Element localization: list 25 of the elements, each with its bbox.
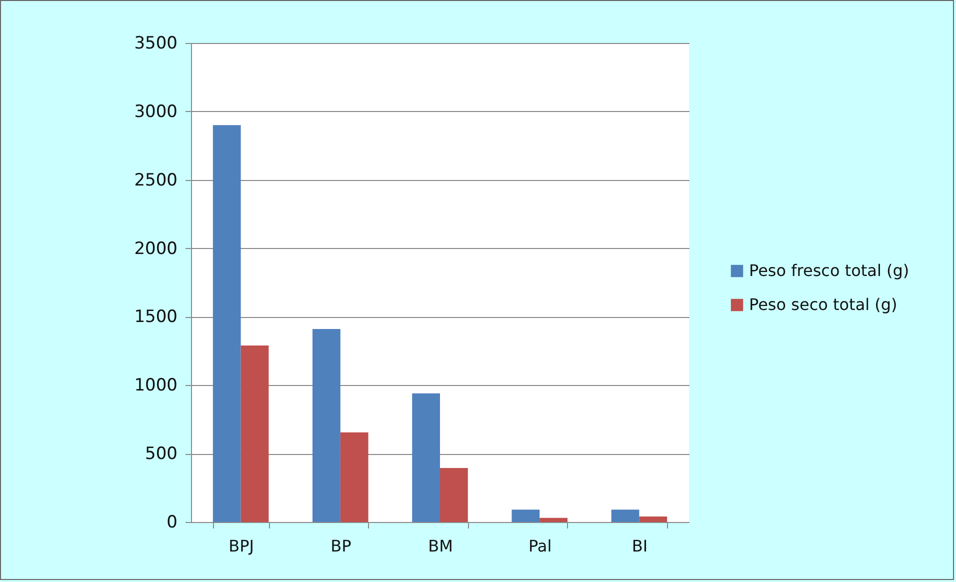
bar	[312, 329, 340, 522]
bar	[611, 510, 640, 522]
y-tick-label: 1500	[134, 307, 178, 328]
x-tick-label: BI	[632, 536, 648, 556]
bar	[540, 518, 568, 522]
x-tick-label: Pal	[528, 536, 552, 556]
legend-label: Peso fresco total (g)	[749, 261, 910, 280]
bar	[412, 393, 440, 522]
y-tick-label: 2000	[134, 238, 178, 259]
x-tick-label: BPJ	[228, 536, 254, 556]
legend-label: Peso seco total (g)	[749, 295, 898, 314]
x-tick-label: BP	[330, 536, 352, 556]
bar	[212, 125, 241, 522]
y-tick-label: 500	[145, 444, 178, 464]
y-tick-label: 0	[166, 512, 178, 532]
bar	[440, 468, 468, 522]
y-tick-label: 3000	[134, 102, 178, 122]
y-tick-label: 1000	[134, 376, 178, 396]
y-tick-label: 2500	[134, 170, 178, 190]
bar	[240, 345, 269, 522]
bar	[512, 510, 540, 522]
bar	[639, 516, 668, 522]
x-tick-label: BM	[428, 536, 453, 556]
bar	[340, 432, 368, 522]
y-tick-label: 3500	[134, 34, 178, 54]
